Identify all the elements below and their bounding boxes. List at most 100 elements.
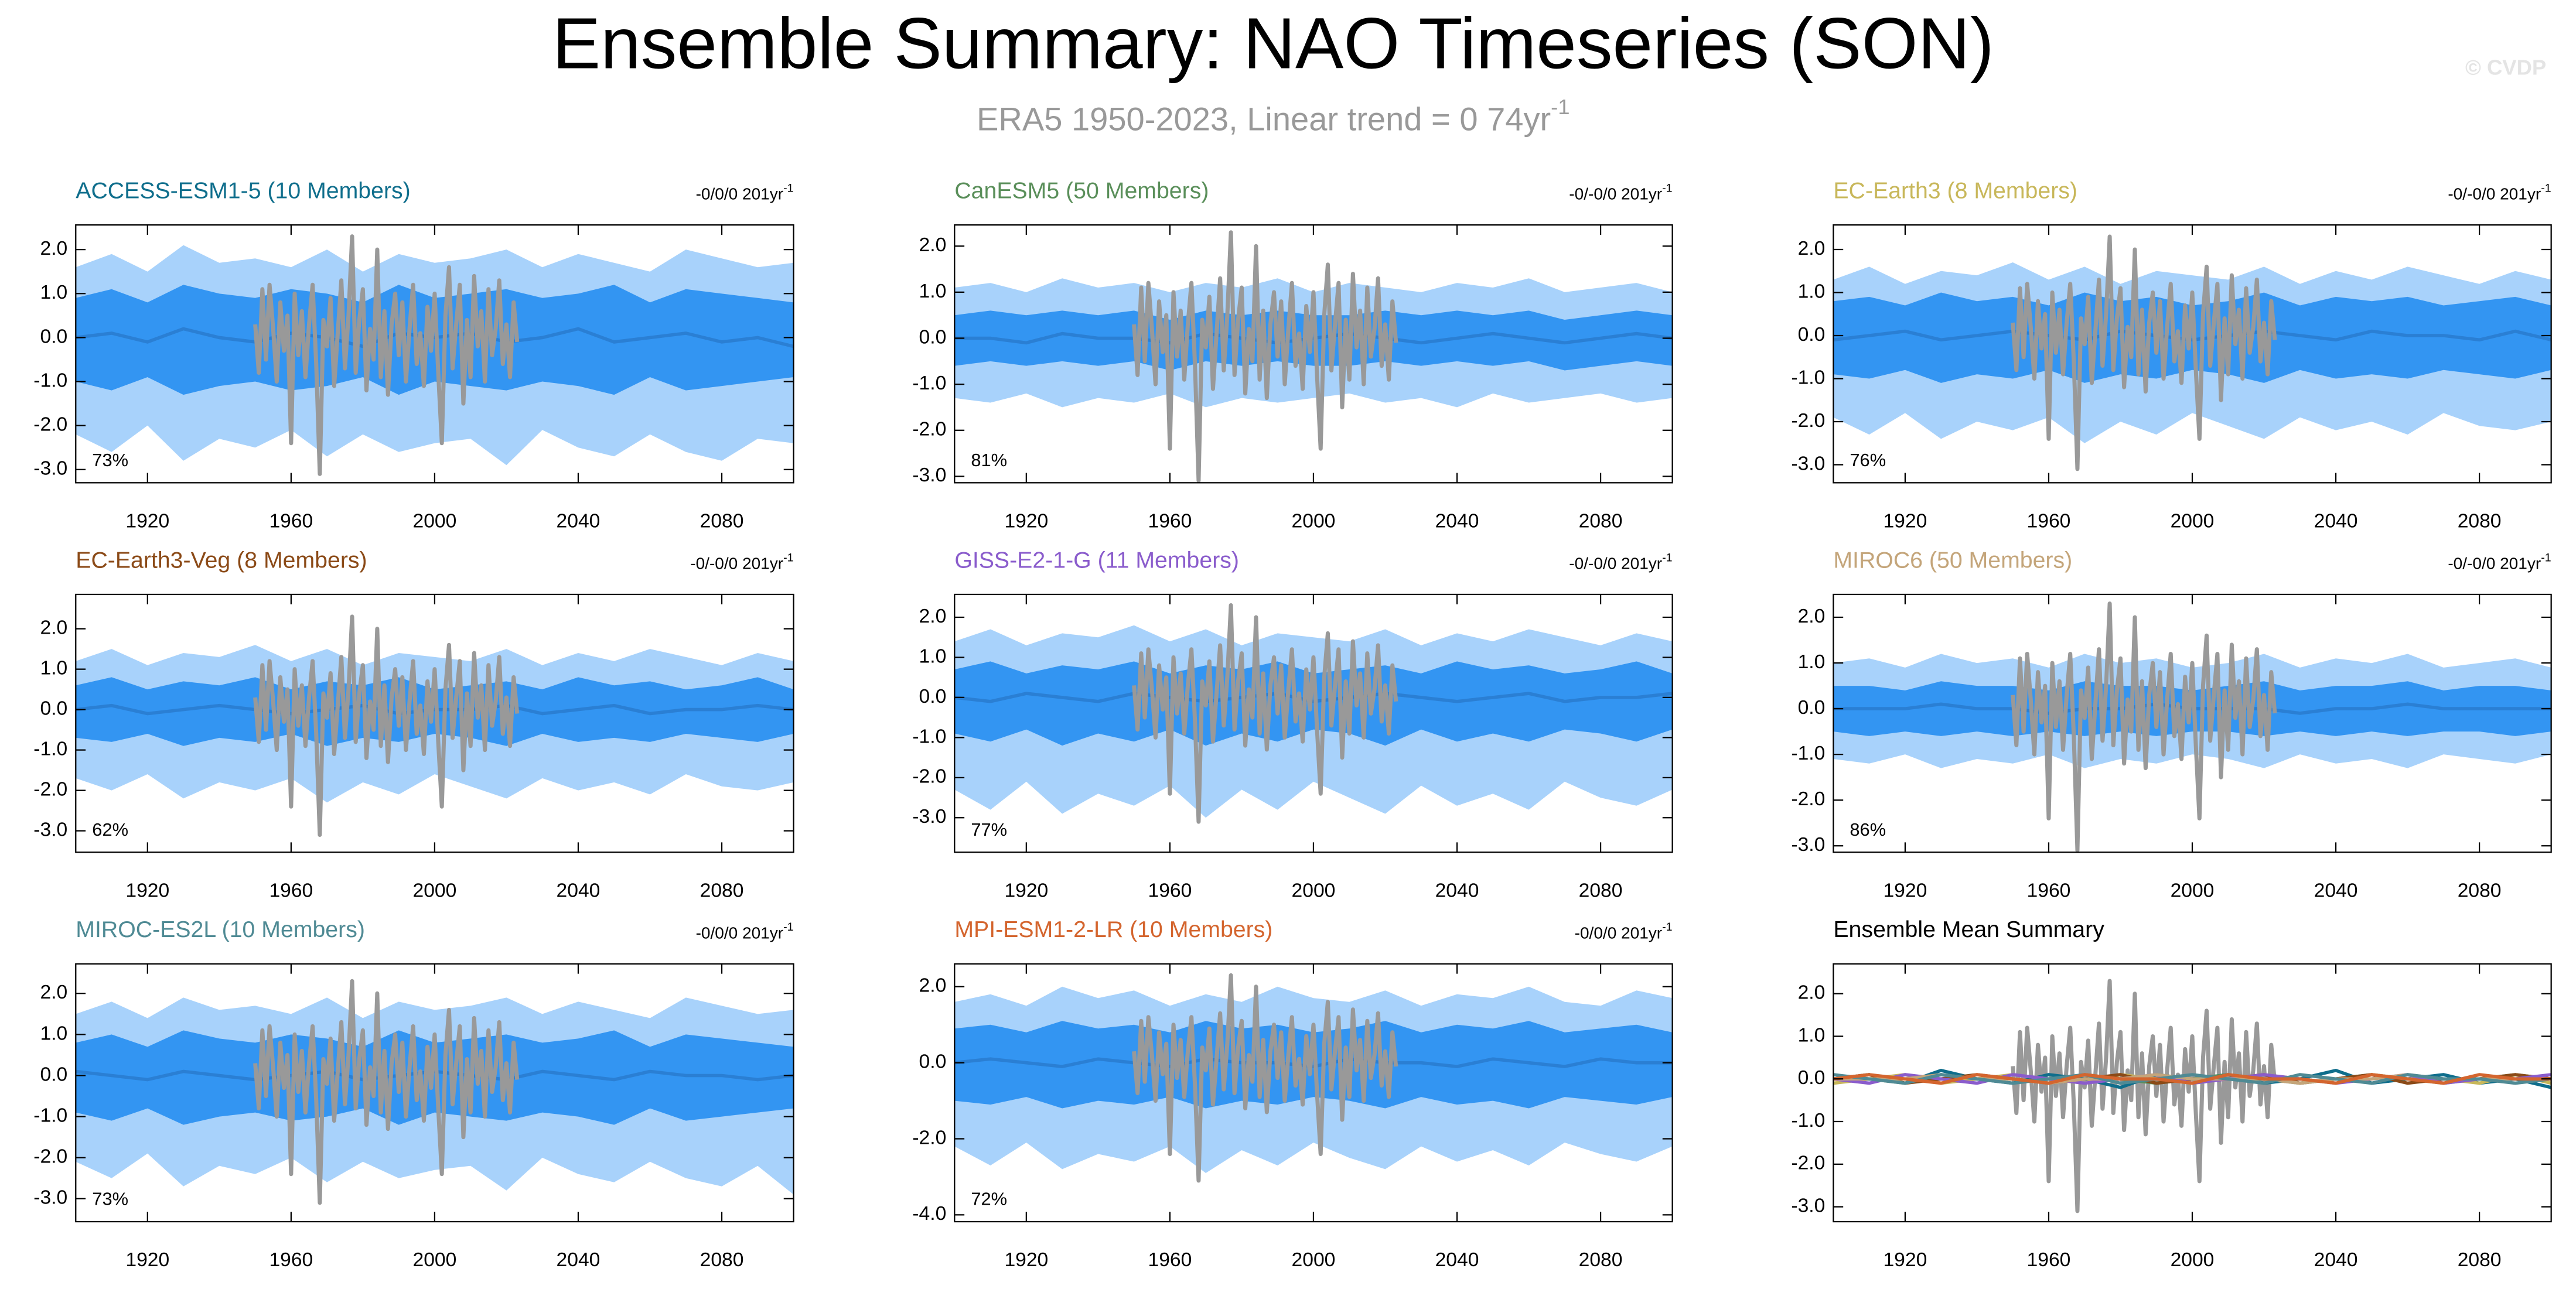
y-tick-label: -3.0 <box>1791 1195 1825 1216</box>
plot-frame <box>1833 224 2552 484</box>
ensemble-mean-summary <box>1833 1073 2551 1085</box>
x-tick-label: 2000 <box>2171 511 2215 532</box>
observed-line <box>1132 230 1398 483</box>
x-tick-label: 2040 <box>2314 880 2358 901</box>
x-tick-label: 2000 <box>1292 1249 1336 1271</box>
y-tick-label: -3.0 <box>33 458 67 480</box>
panel-trend: -0/-0/0 201yr-1 <box>1569 551 1672 572</box>
figure-subtitle: ERA5 1950-2023, Linear trend = 0 74yr-1 <box>977 95 1570 138</box>
panel-title: ACCESS-ESM1-5 (10 Members) <box>76 177 410 203</box>
trend-text: -0/0/0 201yr <box>696 185 784 203</box>
x-tick-label: 2000 <box>413 511 457 532</box>
x-tick-label: 2080 <box>700 1249 744 1271</box>
y-tick-label: 0.0 <box>40 326 68 347</box>
observed-line <box>1132 603 1398 824</box>
y-tick-label: 0.0 <box>1798 1067 1826 1089</box>
trend-text: -0/-0/0 201yr <box>1569 555 1662 573</box>
x-tick-label: 2080 <box>2458 880 2502 901</box>
y-tick-label: -1.0 <box>1791 367 1825 388</box>
plot-frame <box>1833 963 2552 1223</box>
x-tick-label: 2080 <box>700 880 744 901</box>
y-tick-label: -4.0 <box>912 1203 946 1225</box>
panel: ACCESS-ESM1-5 (10 Members) -0/0/0 201yr-1… <box>33 177 794 532</box>
trend-sup: -1 <box>783 921 793 934</box>
panel-trend: -0/0/0 201yr-1 <box>696 182 794 203</box>
x-tick-label: 2040 <box>1435 1249 1479 1271</box>
x-tick-label: 1920 <box>125 880 169 901</box>
x-tick-label: 1920 <box>125 1249 169 1271</box>
plot-frame <box>75 963 794 1223</box>
panel: EC-Earth3 (8 Members) -0/-0/0 201yr-1 -3.0… <box>1791 177 2552 532</box>
panel-title: MIROC6 (50 Members) <box>1833 547 2072 573</box>
subtitle-text: ERA5 1950-2023, Linear trend = 0 74yr <box>977 100 1551 137</box>
trend-sup: -1 <box>2541 182 2551 195</box>
y-tick-label: -1.0 <box>912 726 946 747</box>
y-tick-label: 1.0 <box>1798 1024 1826 1046</box>
observed-line <box>2011 234 2277 471</box>
trend-sup: -1 <box>1662 921 1672 934</box>
y-tick-label: 2.0 <box>1798 606 1826 627</box>
y-tick-label: -3.0 <box>33 819 67 841</box>
y-tick-label: -1.0 <box>1791 1110 1825 1131</box>
x-tick-label: 1960 <box>269 1249 313 1271</box>
x-tick-label: 1920 <box>1004 1249 1048 1271</box>
y-tick-label: 1.0 <box>919 645 947 667</box>
y-tick-label: -3.0 <box>912 806 946 828</box>
percent-label: 72% <box>971 1189 1007 1209</box>
y-tick-label: -2.0 <box>912 766 946 788</box>
plot-frame <box>75 593 794 853</box>
y-tick-label: 0.0 <box>40 698 68 720</box>
x-tick-label: 2000 <box>1292 880 1336 901</box>
panel: MPI-ESM1-2-LR (10 Members) -0/0/0 201yr-1… <box>912 917 1673 1271</box>
y-tick-label: 2.0 <box>1798 982 1826 1004</box>
y-tick-label: 1.0 <box>40 1023 68 1044</box>
trend-text: -0/-0/0 201yr <box>2448 185 2541 203</box>
panel-title: GISS-E2-1-G (11 Members) <box>954 547 1239 573</box>
y-tick-label: -1.0 <box>33 1105 67 1126</box>
panel-trend: -0/-0/0 201yr-1 <box>2448 551 2551 572</box>
plot-frame <box>954 224 1673 484</box>
plot-area <box>954 230 1673 483</box>
percent-label: 81% <box>971 450 1007 470</box>
ensemble-mean-summary <box>1833 1073 2551 1085</box>
x-tick-label: 2080 <box>1579 511 1623 532</box>
y-tick-label: 2.0 <box>40 238 68 259</box>
y-tick-label: 1.0 <box>1798 651 1826 673</box>
panel: CanESM5 (50 Members) -0/-0/0 201yr-1 -3.0 -… <box>912 177 1673 532</box>
y-tick-label: 0.0 <box>40 1064 68 1085</box>
percent-label: 62% <box>92 819 128 840</box>
percent-label: 77% <box>971 819 1007 840</box>
y-tick-label: 0.0 <box>919 1051 947 1073</box>
panel: Ensemble Mean Summary -3.0 -2.0 -1.0 0.0 1.0 2… <box>1791 917 2552 1271</box>
y-tick-label: 1.0 <box>1798 281 1826 302</box>
percent-label: 86% <box>1850 819 1886 840</box>
observed-line <box>2011 979 2277 1213</box>
x-tick-label: 2040 <box>557 1249 601 1271</box>
x-tick-label: 1920 <box>125 511 169 532</box>
x-tick-label: 2000 <box>1292 511 1336 532</box>
panel-title: MPI-ESM1-2-LR (10 Members) <box>954 917 1272 942</box>
y-tick-label: -3.0 <box>912 464 946 486</box>
plot-area <box>1833 601 2551 853</box>
panel-title: EC-Earth3-Veg (8 Members) <box>76 547 367 573</box>
trend-sup: -1 <box>783 182 793 195</box>
y-tick-label: 0.0 <box>919 326 947 348</box>
y-tick-label: -2.0 <box>33 1146 67 1168</box>
inner-band <box>76 1030 794 1125</box>
plot-frame <box>1833 593 2552 853</box>
x-tick-label: 2080 <box>1579 1249 1623 1271</box>
y-tick-label: -2.0 <box>1791 788 1825 810</box>
watermark: © CVDP <box>2465 55 2546 79</box>
trend-sup: -1 <box>2541 551 2551 564</box>
ensemble-mean <box>954 1057 1673 1068</box>
x-tick-label: 1960 <box>1148 1249 1192 1271</box>
x-tick-label: 1960 <box>2027 880 2071 901</box>
panel-trend: -0/0/0 201yr-1 <box>1575 921 1673 942</box>
plot-area <box>1833 979 2551 1213</box>
y-tick-label: -3.0 <box>33 1187 67 1209</box>
plot-area <box>76 234 794 476</box>
y-tick-label: 0.0 <box>1798 697 1826 719</box>
x-tick-label: 2040 <box>557 880 601 901</box>
y-tick-label: -1.0 <box>1791 743 1825 764</box>
trend-text: -0/-0/0 201yr <box>690 555 783 573</box>
